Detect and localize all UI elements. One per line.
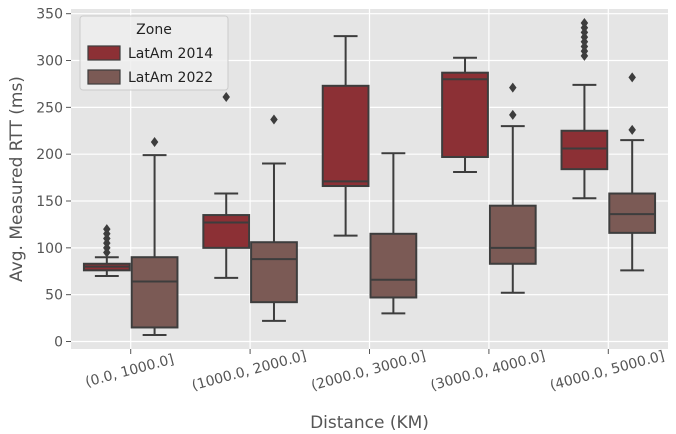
box-iqr: [130, 256, 179, 329]
outlier-point: [150, 137, 159, 148]
y-tick-label: 50: [45, 288, 63, 304]
outlier-point: [103, 224, 111, 235]
outlier-point: [580, 18, 589, 29]
legend: Zone LatAm 2014 LatAm 2022: [79, 15, 229, 91]
outlier-point: [270, 114, 278, 125]
y-tick-label: 300: [36, 54, 63, 70]
legend-title: Zone: [136, 22, 172, 38]
y-axis-label: Avg. Measured RTT (ms): [7, 76, 27, 282]
x-axis-ticks: (0.0, 1000.0] (1000.0, 2000.0] (2000.0, 30…: [84, 348, 667, 394]
x-axis-label: Distance (KM): [310, 413, 429, 433]
box-1-1: [250, 114, 298, 322]
x-tick-label: (0.0, 1000.0]: [84, 352, 176, 391]
box-iqr: [441, 71, 489, 158]
x-tick-label: (4000.0, 5000.0]: [548, 348, 666, 394]
box-iqr: [250, 241, 298, 304]
box-0-0: [82, 224, 131, 277]
box-iqr: [369, 232, 418, 299]
y-tick-label: 250: [36, 100, 63, 116]
box-iqr: [202, 214, 251, 249]
box-1-2: [369, 152, 418, 315]
box-groups: [82, 18, 657, 336]
legend-swatch: [87, 45, 121, 61]
x-tick-label: (1000.0, 2000.0]: [190, 348, 308, 394]
box-iqr: [321, 84, 370, 188]
legend-entry: LatAm 2022: [128, 70, 213, 86]
box-0-4: [560, 18, 609, 200]
y-tick-label: 200: [36, 147, 63, 163]
outlier-point: [628, 124, 636, 135]
legend-entry: LatAm 2014: [128, 46, 213, 62]
y-tick-label: 150: [36, 194, 63, 210]
y-tick-label: 100: [36, 241, 63, 257]
box-1-4: [608, 72, 657, 272]
outlier-point: [509, 109, 517, 120]
box-iqr: [560, 129, 609, 171]
y-tick-label: 350: [36, 7, 63, 23]
box-1-0: [130, 137, 179, 336]
box-0-1: [202, 92, 251, 279]
x-tick-label: (2000.0, 3000.0]: [310, 348, 428, 394]
outlier-point: [628, 72, 636, 83]
box-0-2: [321, 35, 370, 237]
legend-swatch: [87, 69, 121, 85]
outlier-point: [222, 92, 230, 103]
y-tick-label: 0: [54, 335, 63, 351]
outlier-point: [509, 82, 517, 93]
box-0-3: [441, 56, 489, 173]
x-tick-label: (3000.0, 4000.0]: [429, 348, 547, 394]
box-1-3: [488, 82, 537, 294]
y-axis-ticks: 0 50 100 150 200 250 300 350: [36, 7, 71, 351]
box-iqr: [488, 204, 537, 265]
